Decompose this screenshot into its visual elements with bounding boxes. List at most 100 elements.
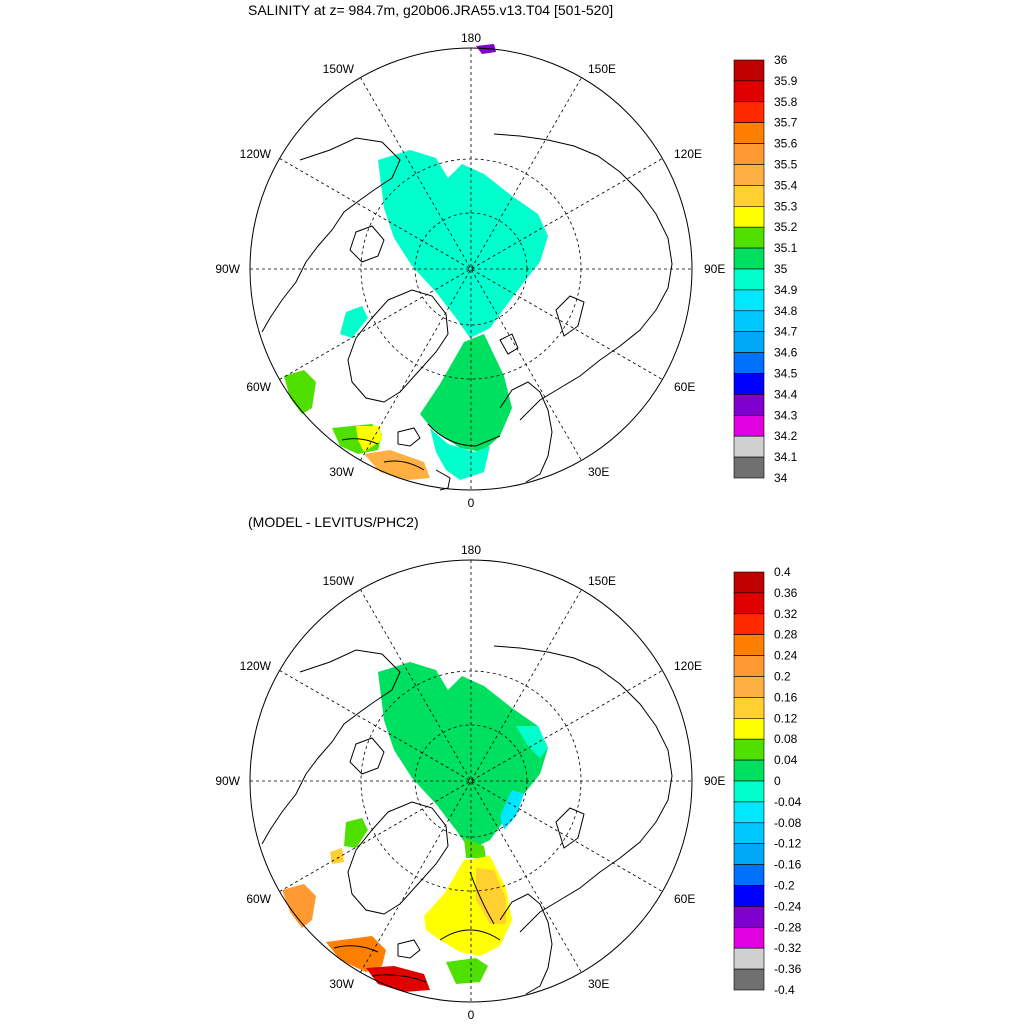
top-colorbar-box [733, 247, 765, 270]
bottom-colorbar-box [733, 634, 765, 656]
top-colorbar-box [733, 456, 765, 479]
bottom-colorbar-label: -0.04 [774, 795, 802, 809]
bottom-lon-label-30w: 30W [329, 977, 354, 991]
bottom-lon-label-30e: 30E [588, 977, 609, 991]
bottom-colorbar-label: 0.4 [774, 565, 791, 579]
bottom-colorbar-label: 0.28 [774, 628, 798, 642]
top-colorbar-label: 34.8 [774, 304, 798, 318]
bottom-field-labrador [282, 884, 316, 928]
top-colorbar-box [733, 414, 765, 437]
top-colorbar-box [733, 289, 765, 312]
bottom-colorbar-label: 0.2 [774, 670, 791, 684]
top-colorbar-label: 35.2 [774, 220, 798, 234]
top-coast-north-america [261, 137, 401, 333]
bottom-colorbar-label: -0.2 [774, 879, 795, 893]
bottom-map-boundary [249, 559, 693, 1003]
bottom-contour-line [439, 929, 501, 941]
top-colorbar-box [733, 435, 765, 458]
bottom-colorbar-label: 0.32 [774, 607, 798, 621]
bottom-colorbar-box [733, 926, 765, 949]
top-field-labrador [284, 370, 316, 414]
top-field-atlantic-yellow [356, 426, 382, 452]
top-colorbar-label: 34.2 [774, 429, 798, 443]
bottom-colorbar-label: -0.12 [774, 837, 802, 851]
bottom-colorbar-label: -0.28 [774, 920, 802, 934]
top-colorbar-box [733, 185, 765, 207]
bottom-colorbar-label: -0.32 [774, 941, 802, 955]
bottom-colorbar-box [733, 655, 765, 677]
bottom-field-baffin [344, 818, 368, 848]
top-coast-iceland [397, 427, 421, 447]
bottom-meridian-120 [279, 670, 663, 892]
bottom-colorbar-box [733, 738, 765, 761]
top-field-baffin [340, 306, 368, 338]
top-lon-label-90w: 90W [215, 262, 240, 276]
top-map: 180 150E 120E 90E 60E 30E 0 30W 60W 90W … [215, 31, 725, 510]
bottom-coast-eurasia [493, 645, 673, 933]
top-colorbar-box [733, 226, 765, 249]
top-lon-label-180: 180 [461, 31, 481, 45]
bottom-colorbar-label: -0.4 [774, 983, 795, 997]
bottom-field-atlantic-orange [326, 936, 386, 972]
bottom-graticule [250, 560, 692, 1002]
top-coast-eurasia [493, 133, 673, 421]
bottom-colorbar-box [733, 801, 765, 824]
top-lon-label-150w: 150W [323, 62, 355, 76]
bottom-coast-scandinavia [499, 893, 553, 995]
top-colorbar-box [733, 394, 765, 416]
top-lon-label-60e: 60E [674, 380, 695, 394]
bottom-field-fram [464, 838, 486, 858]
top-colorbar-box [733, 122, 765, 144]
top-lon-label-0: 0 [468, 496, 475, 510]
bottom-colorbar-box [733, 676, 765, 698]
bottom-field-nordic-lower [446, 958, 488, 984]
top-colorbar-label: 35.9 [774, 74, 798, 88]
bottom-lon-label-90e: 90E [704, 774, 725, 788]
bottom-field-eurasian-edge-2 [500, 790, 524, 830]
bottom-coast-islands [349, 737, 385, 775]
top-lon-label-120e: 120E [674, 147, 702, 161]
top-field-arctic-basin [378, 150, 548, 338]
top-lon-label-30e: 30E [588, 465, 609, 479]
top-colorbar-label: 35.1 [774, 241, 798, 255]
top-colorbar-label: 34.9 [774, 283, 798, 297]
bottom-colorbar-label: 0.12 [774, 711, 798, 725]
bottom-colorbar-label: 0.24 [774, 649, 798, 663]
top-lon-label-150e: 150E [588, 62, 616, 76]
top-panel-title: SALINITY at z= 984.7m, g20b06.JRA55.v13.… [248, 2, 614, 18]
top-colorbar-label: 35.3 [774, 199, 798, 213]
bottom-colorbar-label: -0.08 [774, 816, 802, 830]
top-meridian-30 [360, 77, 582, 461]
top-colorbar-label: 36 [774, 53, 788, 67]
top-colorbar-box [733, 310, 765, 332]
bottom-coast-novaya [555, 807, 585, 849]
bottom-lon-label-60w: 60W [246, 892, 271, 906]
bottom-lon-label-90w: 90W [215, 774, 240, 788]
bottom-meridian-30 [360, 589, 582, 973]
top-contour-line [383, 460, 425, 471]
bottom-colorbar-box [733, 717, 765, 740]
bottom-panel-title: (MODEL - LEVITUS/PHC2) [248, 514, 419, 530]
top-colorbar-label: 35.4 [774, 178, 798, 192]
top-colorbar-box [733, 373, 765, 395]
top-lon-label-60w: 60W [246, 380, 271, 394]
bottom-field-atlantic-red [366, 966, 430, 992]
top-map-boundary [249, 47, 693, 491]
bottom-colorbar-label: -0.36 [774, 962, 802, 976]
top-meridian-60 [279, 158, 663, 380]
top-colorbar-box [733, 352, 765, 374]
top-colorbar-box [733, 143, 765, 165]
top-colorbar-label: 35.7 [774, 116, 798, 130]
bottom-coast-greenland [347, 801, 449, 915]
top-graticule [250, 48, 692, 490]
bottom-colorbar-box [733, 947, 765, 970]
top-meridian-120 [279, 158, 663, 380]
bottom-colorbar: 0.4 0.36 0.32 0.28 0.24 0.2 0.16 0.12 0.08 0.04 0 -… [733, 565, 802, 997]
bottom-colorbar-label: 0.16 [774, 690, 798, 704]
bottom-colorbar-box [733, 697, 765, 719]
top-coast-greenland [347, 289, 449, 403]
bottom-colorbar-box [733, 571, 765, 594]
top-colorbar-label: 34.4 [774, 387, 798, 401]
top-contour-line [427, 423, 501, 447]
